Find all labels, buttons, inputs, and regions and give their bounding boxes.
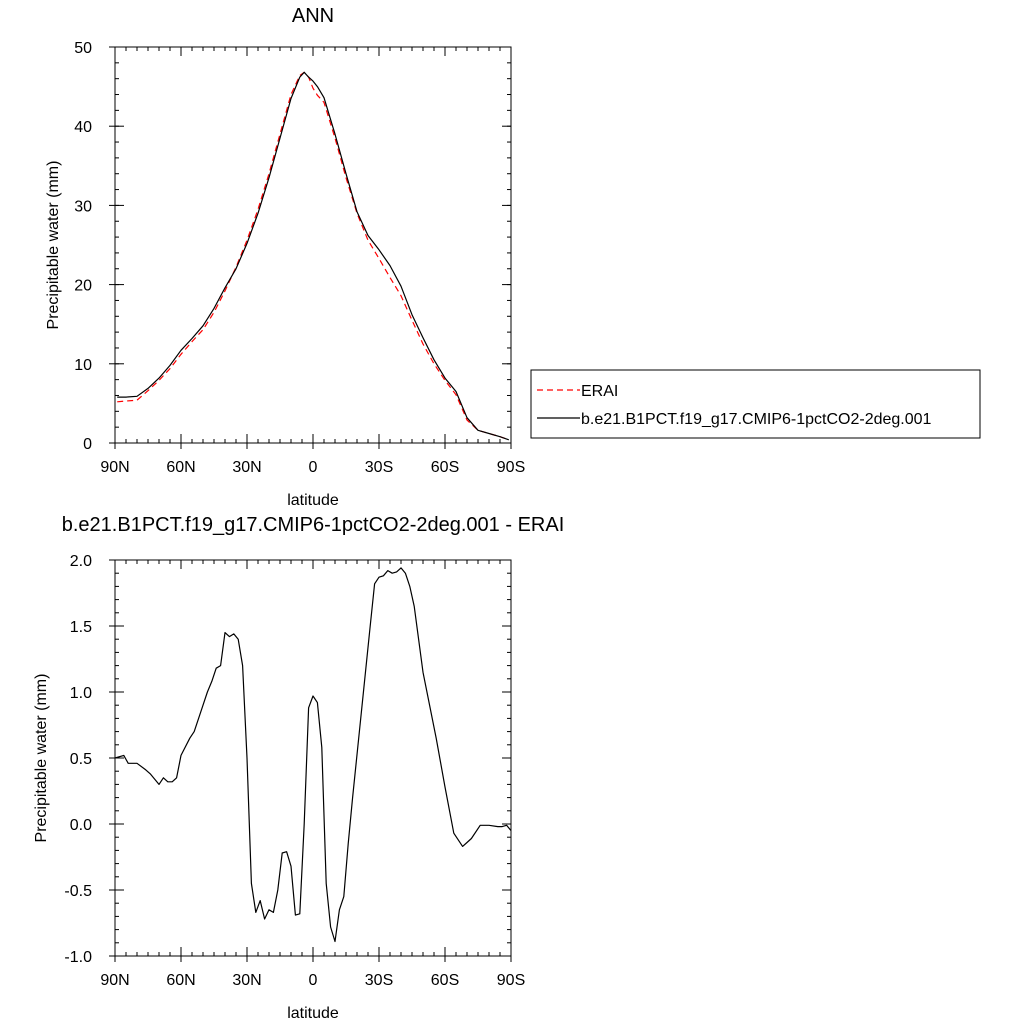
x-tick-label: 60S [431,972,459,989]
x-tick-label: 0 [309,972,318,989]
plot-area [114,567,512,943]
panel-title: b.e21.B1PCT.f19_g17.CMIP6-1pctCO2-2deg.0… [62,514,565,536]
x-tick-label: 30S [365,459,393,476]
x-tick-label: 0 [309,459,318,476]
x-axis-label: latitude [287,492,339,509]
series-line-b-e21-b1pct-f19-g17-cmip6-1pctco2-2deg-001 [117,71,509,441]
axes: 90N 60N 30N 0 30S 60S 90S -1.0 -0.5 0.0 0.5 1.0 1.5 2… [64,553,525,989]
y-tick-label: 20 [74,278,92,295]
y-tick-label: 50 [74,40,92,57]
y-tick-label: 0.0 [70,817,92,834]
panel-difference: b.e21.B1PCT.f19_g17.CMIP6-1pctCO2-2deg.0… [33,514,564,1022]
x-tick-label: 30S [365,972,393,989]
y-tick-label: 2.0 [70,553,92,570]
y-axis-label: Precipitable water (mm) [45,161,62,330]
axes: 90N 60N 30N 0 30S 60S 90S 0 10 20 30 40 50 [74,40,525,476]
x-tick-label: 90S [497,972,525,989]
plot-frame [114,46,512,444]
y-axis-label: Precipitable water (mm) [33,674,50,843]
x-axis-label: latitude [287,1005,339,1022]
series-line-erai [117,71,509,441]
panel-annual-mean: ANN 90N 60N 30N 0 30S 60S 90S 0 10 20 30 40 50 latit… [45,5,981,509]
y-tick-label: -0.5 [64,883,92,900]
legend-entry-erai: ERAI [581,383,618,400]
y-tick-label: 1.5 [70,619,92,636]
x-tick-label: 60N [166,459,195,476]
x-tick-label: 60N [166,972,195,989]
y-tick-label: 0 [83,436,92,453]
x-tick-label: 60S [431,459,459,476]
y-tick-label: 30 [74,198,92,215]
plot-area [117,71,509,441]
y-tick-label: 0.5 [70,751,92,768]
panel-title: ANN [292,5,334,27]
series-line-difference [114,567,512,943]
x-tick-label: 90N [100,459,129,476]
y-tick-label: 40 [74,119,92,136]
plot-frame [114,559,512,957]
x-tick-label: 90S [497,459,525,476]
legend: ERAI b.e21.B1PCT.f19_g17.CMIP6-1pctCO2-2… [530,369,981,439]
legend-box [530,369,981,439]
x-tick-label: 30N [232,459,261,476]
x-tick-label: 90N [100,972,129,989]
y-tick-label: 1.0 [70,685,92,702]
y-tick-label: 10 [74,357,92,374]
y-tick-label: -1.0 [64,949,92,966]
legend-entry-model: b.e21.B1PCT.f19_g17.CMIP6-1pctCO2-2deg.0… [581,411,932,428]
x-tick-label: 30N [232,972,261,989]
